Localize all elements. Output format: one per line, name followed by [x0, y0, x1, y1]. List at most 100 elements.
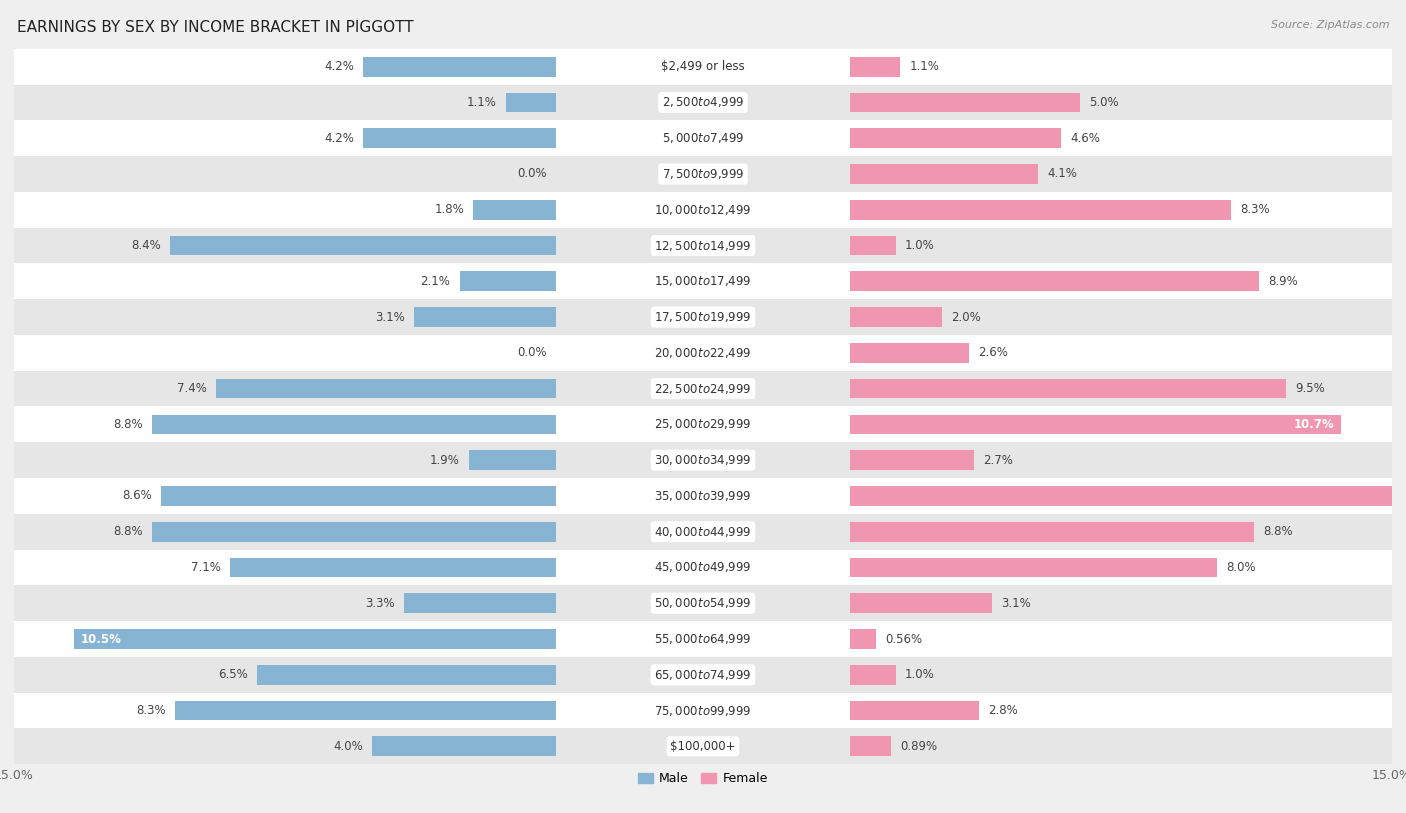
Text: $12,500 to $14,999: $12,500 to $14,999: [654, 238, 752, 253]
Bar: [14, 550, 1392, 585]
Bar: [468, 450, 555, 470]
Bar: [363, 128, 555, 148]
Bar: [217, 379, 555, 398]
Text: 4.6%: 4.6%: [1070, 132, 1101, 145]
Text: $10,000 to $12,499: $10,000 to $12,499: [654, 202, 752, 217]
Text: 2.0%: 2.0%: [950, 311, 981, 324]
Bar: [851, 701, 979, 720]
Bar: [851, 629, 876, 649]
Text: 10.5%: 10.5%: [80, 633, 121, 646]
Bar: [257, 665, 555, 685]
Bar: [851, 665, 896, 685]
Bar: [14, 228, 1392, 263]
Bar: [152, 415, 555, 434]
Bar: [14, 442, 1392, 478]
Text: $20,000 to $22,499: $20,000 to $22,499: [654, 346, 752, 360]
Bar: [851, 450, 974, 470]
Text: 1.0%: 1.0%: [905, 239, 935, 252]
Bar: [405, 593, 555, 613]
Bar: [231, 558, 555, 577]
Text: 0.0%: 0.0%: [517, 167, 547, 180]
Text: 4.2%: 4.2%: [323, 132, 354, 145]
Bar: [363, 57, 555, 76]
Text: $35,000 to $39,999: $35,000 to $39,999: [654, 489, 752, 503]
Bar: [14, 156, 1392, 192]
Text: 8.0%: 8.0%: [1226, 561, 1256, 574]
Text: 0.89%: 0.89%: [900, 740, 938, 753]
Bar: [851, 343, 969, 363]
Bar: [14, 263, 1392, 299]
Text: 10.7%: 10.7%: [1294, 418, 1334, 431]
Bar: [14, 514, 1392, 550]
Bar: [14, 299, 1392, 335]
Bar: [14, 192, 1392, 228]
Text: $5,000 to $7,499: $5,000 to $7,499: [662, 131, 744, 146]
Bar: [373, 737, 555, 756]
Text: 2.7%: 2.7%: [983, 454, 1014, 467]
Bar: [851, 236, 896, 255]
Bar: [851, 164, 1038, 184]
Bar: [506, 93, 555, 112]
Bar: [460, 272, 555, 291]
Text: 2.6%: 2.6%: [979, 346, 1008, 359]
Text: 2.1%: 2.1%: [420, 275, 450, 288]
Bar: [413, 307, 555, 327]
Bar: [14, 406, 1392, 442]
Text: $22,500 to $24,999: $22,500 to $24,999: [654, 381, 752, 396]
Text: Source: ZipAtlas.com: Source: ZipAtlas.com: [1271, 20, 1389, 30]
Bar: [14, 657, 1392, 693]
Text: $2,500 to $4,999: $2,500 to $4,999: [662, 95, 744, 110]
Text: 1.8%: 1.8%: [434, 203, 464, 216]
Bar: [851, 379, 1286, 398]
Bar: [14, 693, 1392, 728]
Text: 1.1%: 1.1%: [467, 96, 496, 109]
Bar: [162, 486, 555, 506]
Text: 5.0%: 5.0%: [1088, 96, 1118, 109]
Text: 3.1%: 3.1%: [1001, 597, 1031, 610]
Bar: [73, 629, 555, 649]
Bar: [152, 522, 555, 541]
Bar: [14, 621, 1392, 657]
Bar: [14, 49, 1392, 85]
Text: $17,500 to $19,999: $17,500 to $19,999: [654, 310, 752, 324]
Text: 8.8%: 8.8%: [112, 418, 142, 431]
Text: $25,000 to $29,999: $25,000 to $29,999: [654, 417, 752, 432]
Legend: Male, Female: Male, Female: [633, 767, 773, 790]
Text: 8.6%: 8.6%: [122, 489, 152, 502]
Bar: [851, 307, 942, 327]
Bar: [14, 728, 1392, 764]
Bar: [851, 558, 1218, 577]
Text: 3.3%: 3.3%: [366, 597, 395, 610]
Text: 8.3%: 8.3%: [1240, 203, 1270, 216]
Text: 1.0%: 1.0%: [905, 668, 935, 681]
Text: 3.1%: 3.1%: [375, 311, 405, 324]
Bar: [851, 486, 1406, 506]
Text: $15,000 to $17,499: $15,000 to $17,499: [654, 274, 752, 289]
Bar: [851, 93, 1080, 112]
Text: 7.4%: 7.4%: [177, 382, 207, 395]
Text: $65,000 to $74,999: $65,000 to $74,999: [654, 667, 752, 682]
Text: 0.0%: 0.0%: [517, 346, 547, 359]
Bar: [851, 200, 1232, 220]
Text: $100,000+: $100,000+: [671, 740, 735, 753]
Bar: [14, 85, 1392, 120]
Text: $30,000 to $34,999: $30,000 to $34,999: [654, 453, 752, 467]
Bar: [14, 371, 1392, 406]
Text: $7,500 to $9,999: $7,500 to $9,999: [662, 167, 744, 181]
Text: $50,000 to $54,999: $50,000 to $54,999: [654, 596, 752, 611]
Text: 6.5%: 6.5%: [218, 668, 249, 681]
Text: 0.56%: 0.56%: [884, 633, 922, 646]
Text: 7.1%: 7.1%: [191, 561, 221, 574]
Text: 8.8%: 8.8%: [112, 525, 142, 538]
Bar: [851, 522, 1254, 541]
Bar: [851, 737, 891, 756]
Text: 1.9%: 1.9%: [430, 454, 460, 467]
Bar: [14, 585, 1392, 621]
Bar: [474, 200, 555, 220]
Bar: [851, 128, 1062, 148]
Text: 4.2%: 4.2%: [323, 60, 354, 73]
Bar: [851, 57, 900, 76]
Text: 8.3%: 8.3%: [136, 704, 166, 717]
Text: $40,000 to $44,999: $40,000 to $44,999: [654, 524, 752, 539]
Text: 4.0%: 4.0%: [333, 740, 363, 753]
